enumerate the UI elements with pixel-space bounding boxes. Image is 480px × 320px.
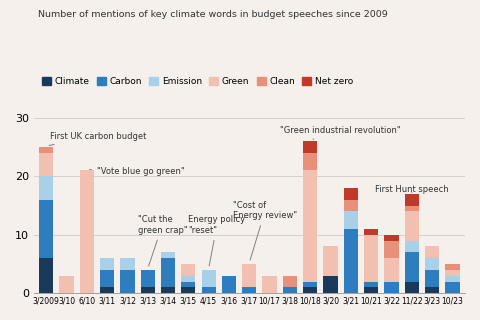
Text: "Cut the
green crap": "Cut the green crap"	[138, 215, 187, 266]
Bar	[405, 194, 419, 205]
Bar	[283, 276, 297, 287]
Bar	[405, 212, 419, 241]
Bar	[100, 258, 114, 270]
Bar	[384, 282, 398, 293]
Bar	[141, 287, 155, 293]
Bar	[425, 287, 439, 293]
Bar	[120, 270, 134, 293]
Bar	[384, 235, 398, 241]
Bar	[364, 282, 378, 287]
Bar	[344, 188, 358, 200]
Text: "Vote blue go green": "Vote blue go green"	[90, 167, 185, 176]
Bar	[405, 252, 419, 282]
Bar	[39, 200, 53, 258]
Bar	[344, 229, 358, 293]
Bar	[60, 276, 73, 293]
Bar	[39, 153, 53, 176]
Bar	[181, 282, 195, 287]
Bar	[303, 171, 317, 282]
Bar	[161, 252, 175, 258]
Bar	[324, 246, 337, 276]
Bar	[344, 212, 358, 229]
Bar	[384, 258, 398, 282]
Bar	[425, 246, 439, 258]
Bar	[303, 141, 317, 153]
Text: Number of mentions of key climate words in budget speeches since 2009: Number of mentions of key climate words …	[38, 10, 388, 19]
Bar	[100, 270, 114, 287]
Bar	[161, 287, 175, 293]
Bar	[181, 264, 195, 276]
Text: "Cost of
Energy review": "Cost of Energy review"	[233, 201, 297, 260]
Bar	[242, 264, 256, 287]
Bar	[445, 276, 459, 282]
Text: "Green industrial revolution": "Green industrial revolution"	[280, 126, 400, 139]
Text: First Hunt speech: First Hunt speech	[375, 185, 449, 194]
Bar	[364, 229, 378, 235]
Bar	[39, 176, 53, 200]
Bar	[222, 276, 236, 293]
Bar	[303, 153, 317, 171]
Legend: Climate, Carbon, Emission, Green, Clean, Net zero: Climate, Carbon, Emission, Green, Clean,…	[38, 73, 357, 90]
Bar	[344, 200, 358, 212]
Bar	[445, 282, 459, 293]
Bar	[80, 171, 94, 293]
Bar	[100, 287, 114, 293]
Bar	[242, 287, 256, 293]
Bar	[181, 287, 195, 293]
Bar	[303, 282, 317, 287]
Bar	[263, 276, 276, 293]
Bar	[283, 287, 297, 293]
Bar	[445, 264, 459, 270]
Bar	[324, 276, 337, 293]
Bar	[384, 241, 398, 258]
Text: Energy policy
"reset": Energy policy "reset"	[188, 215, 245, 266]
Bar	[445, 270, 459, 276]
Bar	[303, 287, 317, 293]
Bar	[120, 258, 134, 270]
Bar	[425, 270, 439, 287]
Text: First UK carbon budget: First UK carbon budget	[49, 132, 146, 146]
Bar	[364, 287, 378, 293]
Bar	[161, 258, 175, 287]
Bar	[425, 258, 439, 270]
Bar	[364, 235, 378, 282]
Bar	[405, 205, 419, 212]
Bar	[405, 282, 419, 293]
Bar	[202, 287, 216, 293]
Bar	[39, 258, 53, 293]
Bar	[39, 147, 53, 153]
Bar	[141, 270, 155, 287]
Bar	[181, 276, 195, 282]
Bar	[405, 241, 419, 252]
Bar	[202, 270, 216, 287]
